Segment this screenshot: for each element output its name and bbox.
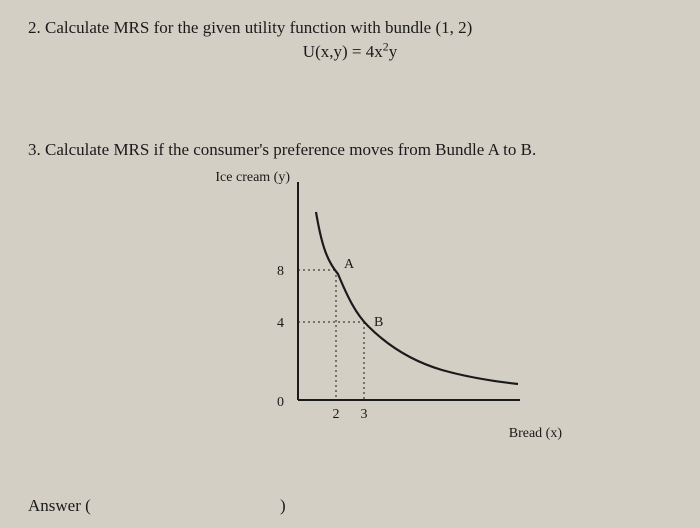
answer-close-paren: ): [280, 496, 286, 516]
chart-container: Ice cream (y) 84230AB Bread (x): [28, 178, 672, 438]
q2-formula-suffix: y: [389, 42, 398, 61]
svg-text:A: A: [344, 257, 355, 272]
q2-prompt: 2. Calculate MRS for the given utility f…: [28, 18, 672, 38]
x-axis-label: Bread (x): [509, 426, 562, 442]
svg-text:4: 4: [277, 316, 284, 331]
svg-text:8: 8: [277, 264, 284, 279]
answer-label: Answer (: [28, 496, 91, 516]
q2-formula: U(x,y) = 4x2y: [28, 42, 672, 62]
svg-text:0: 0: [277, 395, 284, 410]
q2-formula-prefix: U(x,y) = 4x: [303, 42, 383, 61]
svg-text:3: 3: [361, 407, 368, 422]
svg-text:B: B: [374, 315, 383, 330]
q3-prompt: 3. Calculate MRS if the consumer's prefe…: [28, 140, 672, 160]
svg-text:2: 2: [333, 407, 340, 422]
chart-svg: 8 4 2 3 0 A B: [170, 178, 530, 438]
page: 2. Calculate MRS for the given utility f…: [0, 0, 700, 438]
indifference-chart: Ice cream (y) 84230AB Bread (x): [170, 178, 530, 438]
